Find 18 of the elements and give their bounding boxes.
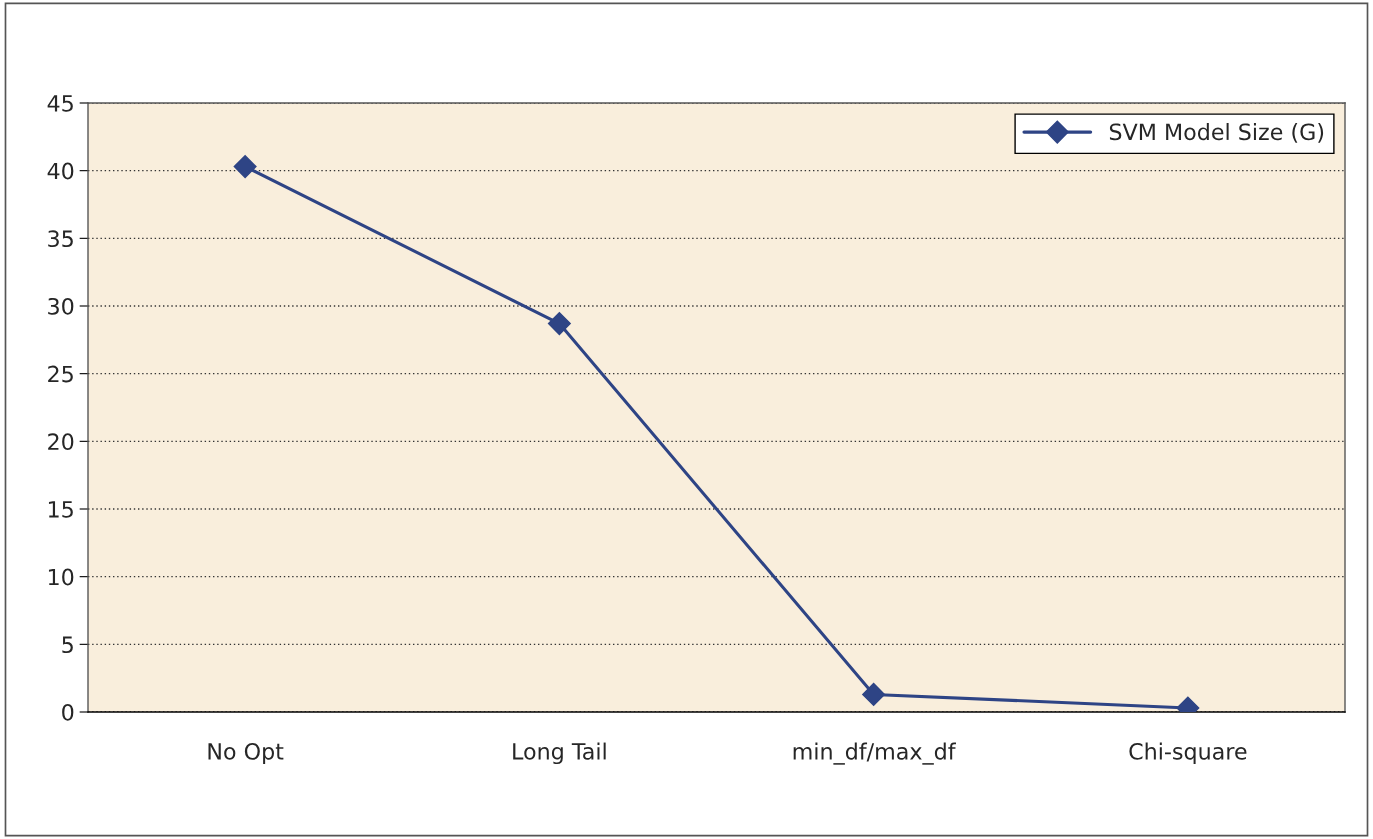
x-tick-label: min_df/max_df — [793, 742, 956, 765]
point — [233, 155, 257, 179]
y-tick-label: 40 — [47, 162, 74, 180]
point — [547, 312, 571, 336]
y-tick-label: 20 — [48, 433, 74, 451]
y-tick-label: 15 — [48, 501, 73, 518]
y-tick-label: 5 — [62, 636, 73, 654]
x-tick-label: No Opt — [208, 742, 284, 765]
y-tick-label: 10 — [48, 568, 74, 586]
y-tick-label: 30 — [48, 297, 74, 315]
y-tick-label: 35 — [48, 230, 73, 248]
x-tick-label: Chi-square — [1129, 742, 1247, 765]
y-tick-label: 0 — [62, 703, 74, 721]
y-tick-label: 25 — [48, 365, 73, 383]
legend-label: SVM Model Size (G) — [1109, 123, 1324, 143]
x-tick-label: Long Tail — [513, 742, 606, 765]
point — [862, 682, 886, 706]
y-tick-label: 45 — [47, 95, 73, 112]
